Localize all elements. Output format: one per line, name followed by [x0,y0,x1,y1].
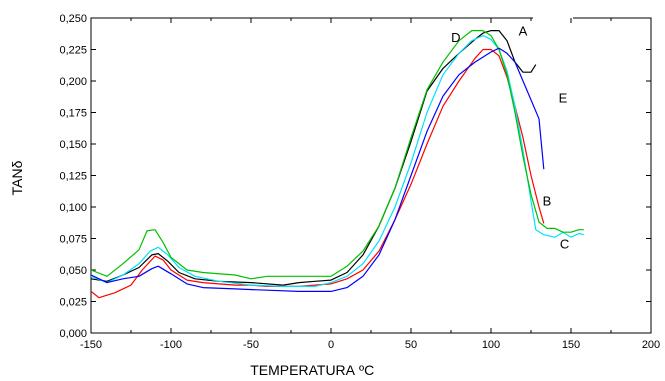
series-annotation-b: B [543,194,552,209]
y-tick-label: 0,175 [59,108,87,120]
y-tick-label: 0,200 [59,76,87,88]
series-layer [90,30,584,299]
y-tick-label: 0,100 [59,202,87,214]
x-tick-label: 150 [562,339,580,351]
y-tick-label: 0,125 [59,171,87,183]
series-annotation-a: A [519,24,528,39]
plot-border [90,17,652,334]
x-axis-ticks: -150 -100 -50 0 50 100 150 200 [80,18,660,351]
x-tick-label: 100 [482,339,500,351]
x-tick-label: -100 [160,339,182,351]
y-tick-label: 0,150 [59,139,87,151]
y-tick-label: 0,225 [59,45,87,57]
series-line-d [90,30,584,280]
y-tick-label: 0,000 [59,328,87,340]
series-annotation-d: D [451,30,460,45]
x-tick-label: 0 [328,339,334,351]
series-line-b [90,48,545,299]
y-tick-label: 0,075 [59,234,87,246]
plot-frame [90,16,652,334]
x-tick-label: 50 [405,339,417,351]
y-axis-ticks: 0,000 0,025 0,050 0,075 0,100 0,125 0,150 0,175… [59,13,651,340]
x-axis-unit: ºC [359,362,374,378]
y-tick-label: 0,025 [59,297,87,309]
series-annotation-c: C [560,237,569,252]
annotation-layer: A D E B C [451,24,569,252]
x-tick-label: -50 [243,339,259,351]
series-line-a [90,30,537,286]
x-axis-label: TEMPERATURA [250,362,355,378]
series-annotation-e: E [559,90,568,105]
top-border-gap [533,16,573,20]
y-tick-label: 0,050 [59,265,87,277]
y-tick-label: 0,250 [59,13,87,25]
x-tick-label: -150 [80,339,102,351]
series-line-c [90,35,584,287]
series-line-e [90,47,545,292]
x-tick-label: 200 [642,339,660,351]
y-axis-label: TANδ [9,160,25,195]
